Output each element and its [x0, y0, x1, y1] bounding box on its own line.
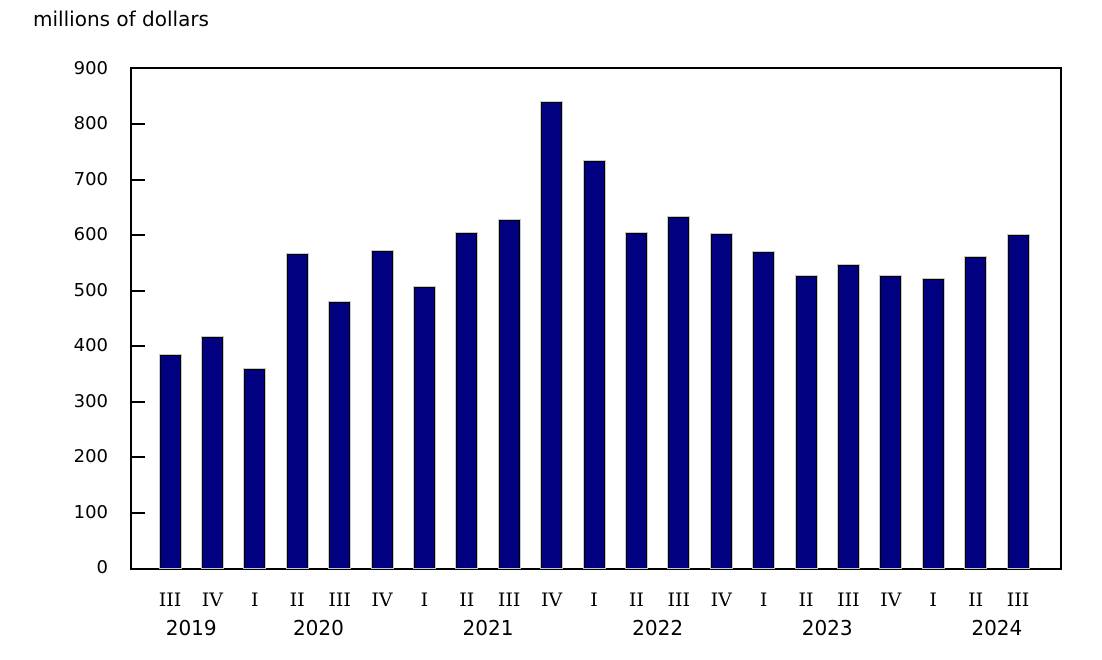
- bar-2020-i: [244, 368, 266, 568]
- bar-2019-iv: [201, 336, 223, 568]
- bar-2023-i: [753, 251, 775, 568]
- x-tick-quarter-label: I: [759, 589, 768, 611]
- y-tick-label: 100: [73, 501, 108, 523]
- bar-2022-ii: [625, 233, 647, 568]
- x-tick-quarter-label: III: [667, 589, 691, 611]
- plot-area: [130, 67, 1062, 570]
- y-axis-tick-mark: [132, 178, 145, 181]
- y-tick-label: 800: [73, 113, 108, 135]
- x-tick-year-label: 2022: [632, 616, 684, 640]
- x-tick-quarter-label: IV: [540, 589, 563, 611]
- x-tick-quarter-label: I: [251, 589, 259, 611]
- y-axis-tick-mark: [132, 345, 145, 348]
- y-tick-label: 300: [73, 390, 108, 412]
- x-tick-quarter-label: III: [837, 589, 860, 611]
- y-tick-label: 500: [73, 279, 108, 301]
- bar-2023-iv: [880, 275, 902, 568]
- bar-2020-iv: [371, 251, 393, 568]
- y-tick-label: 400: [73, 335, 108, 357]
- bar-2022-i: [583, 161, 605, 568]
- x-tick-quarter-label: I: [420, 589, 429, 611]
- x-tick-quarter-label: I: [590, 589, 598, 611]
- x-tick-quarter-label: III: [328, 589, 351, 611]
- bar-2022-iii: [668, 217, 690, 568]
- y-tick-label: 700: [73, 168, 108, 190]
- y-axis-tick-mark: [132, 511, 145, 514]
- x-tick-year-label: 2019: [165, 616, 217, 640]
- bar-2023-iii: [837, 265, 859, 568]
- bar-2021-iv: [541, 102, 563, 568]
- y-tick-label: 600: [73, 224, 108, 246]
- y-axis-tick-mark: [132, 123, 145, 126]
- x-tick-year-label: 2021: [462, 616, 514, 640]
- bar-2020-iii: [329, 301, 351, 568]
- bar-2022-iv: [710, 234, 732, 568]
- x-tick-quarter-label: II: [968, 589, 984, 611]
- y-tick-label: 0: [96, 557, 108, 578]
- y-axis-tick-mark: [132, 400, 145, 403]
- x-tick-quarter-label: IV: [371, 589, 393, 611]
- bar-2024-ii: [965, 256, 987, 568]
- y-tick-label: 200: [73, 446, 108, 468]
- bar-2020-ii: [286, 253, 308, 568]
- x-tick-quarter-label: II: [628, 589, 644, 611]
- y-axis-tick-mark: [132, 289, 145, 292]
- x-tick-quarter-label: IV: [710, 589, 732, 611]
- bar-2023-ii: [795, 275, 817, 568]
- y-axis-unit-label: millions of dollars: [33, 7, 209, 31]
- x-tick-quarter-label: II: [798, 589, 814, 611]
- x-tick-quarter-label: III: [158, 589, 182, 611]
- bar-2021-ii: [456, 232, 478, 568]
- x-tick-quarter-label: I: [929, 589, 937, 611]
- x-tick-quarter-label: III: [497, 589, 521, 611]
- bar-2021-iii: [498, 219, 520, 568]
- x-tick-year-label: 2023: [801, 616, 853, 640]
- x-tick-quarter-label: IV: [880, 589, 902, 611]
- y-tick-label: 900: [73, 58, 108, 79]
- bar-2021-i: [413, 286, 435, 568]
- y-axis-tick-mark: [132, 456, 145, 459]
- x-tick-quarter-label: IV: [201, 589, 224, 611]
- x-tick-quarter-label: II: [459, 589, 475, 611]
- x-tick-year-label: 2024: [971, 616, 1023, 640]
- x-tick-quarter-label: III: [1006, 589, 1030, 611]
- bar-2024-iii: [1007, 235, 1029, 568]
- bar-2019-iii: [159, 354, 181, 568]
- x-tick-year-label: 2020: [292, 616, 344, 640]
- y-axis-tick-mark: [132, 234, 145, 237]
- bar-2024-i: [922, 278, 944, 568]
- x-tick-quarter-label: II: [289, 589, 305, 611]
